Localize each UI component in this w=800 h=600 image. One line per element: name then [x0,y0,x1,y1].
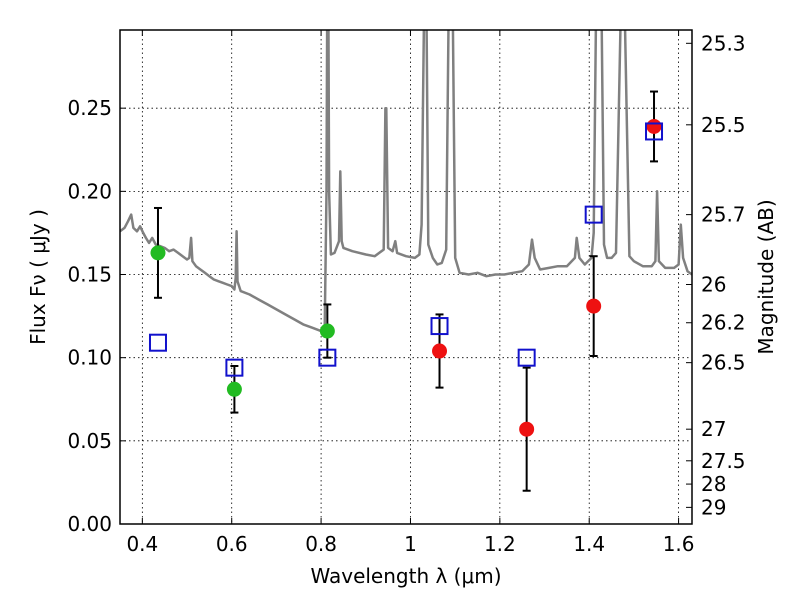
right-tick-label: 29 [701,495,726,519]
model-point [584,205,603,224]
right-axis-label: Magnitude (AB) [754,199,778,354]
x-tick-label: 1.4 [573,532,605,556]
model-point [430,317,449,336]
right-tick-label: 26.5 [701,351,746,375]
model-spectrum [120,30,692,333]
y-tick-label: 0.15 [67,263,112,287]
axis-ticks: 0.4 0.6 0.8 1 1.2 1.4 1.6 0.00 0.05 0.10 0.15 0.20 0… [67,30,746,556]
right-tick-label: 25.3 [701,31,746,55]
model-point [645,122,664,141]
right-tick-label: 26.2 [701,311,746,335]
right-tick-label: 25.7 [701,203,746,227]
x-tick-label: 0.4 [126,532,158,556]
model-point [517,348,536,367]
data-point [432,343,448,359]
plot-background [120,30,692,524]
model-point [318,348,337,367]
data-point [519,421,535,437]
data-point [646,118,662,134]
right-tick-label: 28 [701,472,726,496]
x-tick-label: 0.8 [305,532,337,556]
data-point [319,323,335,339]
data-point [150,245,166,261]
plot-frame [119,29,693,525]
photometry-points [148,90,664,492]
y-axis-label: Flux Fν ( μJy ) [26,209,50,345]
spectrum-line [120,30,692,333]
x-tick-label: 1 [404,532,417,556]
data-point [586,298,602,314]
right-tick-label: 27 [701,417,726,441]
model-point [148,333,167,352]
y-tick-label: 0.20 [67,179,112,203]
y-tick-label: 0.00 [67,512,112,536]
x-axis-label: Wavelength λ (μm) [310,564,501,588]
right-tick-label: 25.5 [701,113,746,137]
y-tick-label: 0.25 [67,96,112,120]
x-tick-label: 0.6 [216,532,248,556]
right-tick-label: 27.5 [701,449,746,473]
right-tick-label: 26 [701,272,726,296]
x-tick-label: 1.2 [484,532,516,556]
model-point [225,358,244,377]
data-point [226,381,242,397]
x-tick-label: 1.6 [663,532,695,556]
y-tick-label: 0.05 [67,429,112,453]
y-tick-label: 0.10 [67,346,112,370]
